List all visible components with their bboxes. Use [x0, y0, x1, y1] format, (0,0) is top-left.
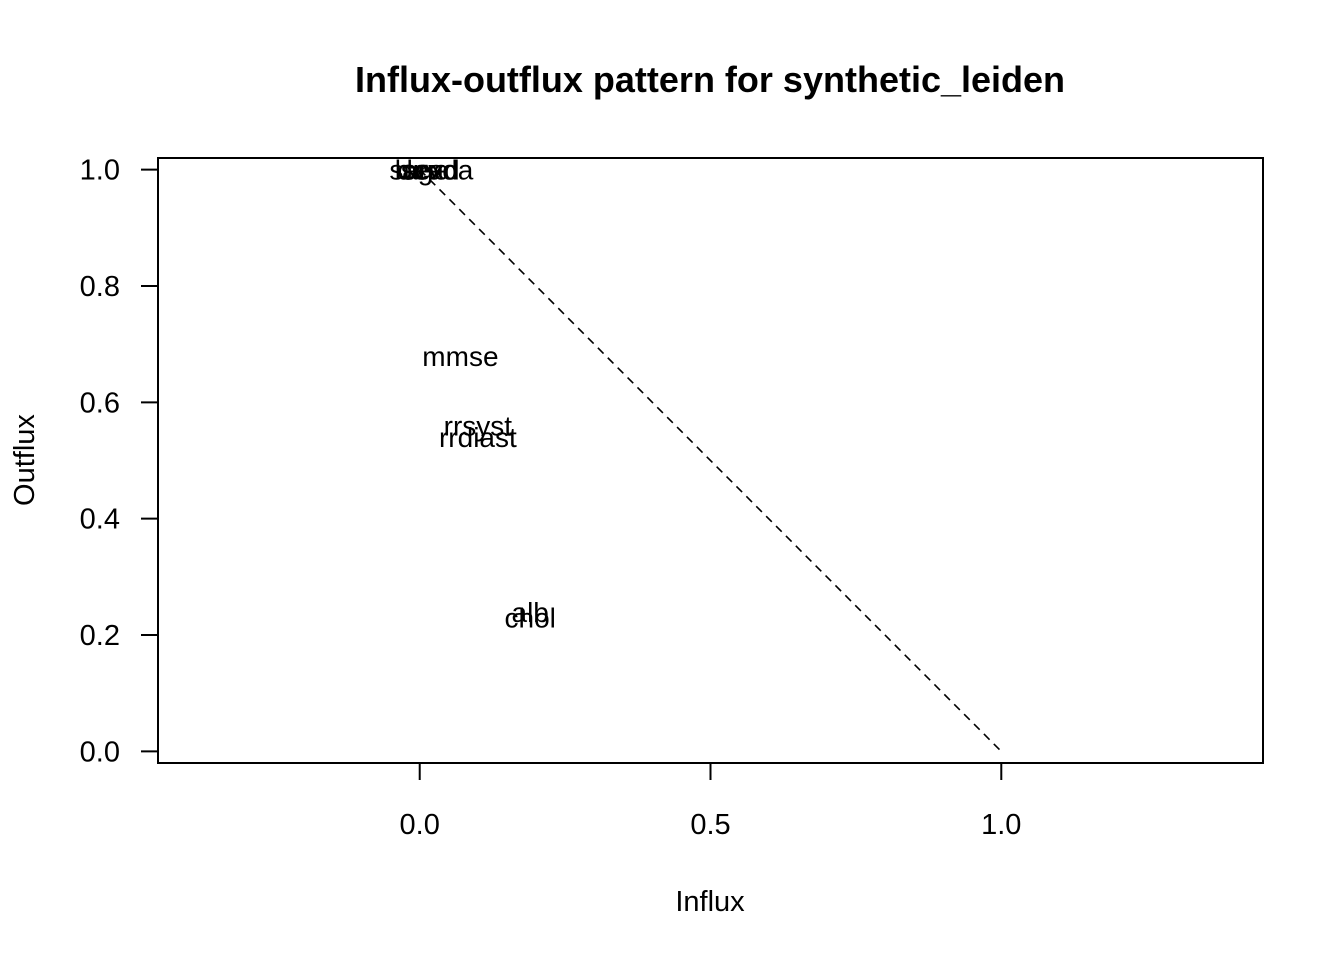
y-tick-label: 0.6	[80, 387, 120, 419]
reference-line-group	[419, 169, 1002, 752]
y-tick-label: 1.0	[80, 155, 120, 187]
point-label-chol: chol	[505, 603, 556, 634]
y-tick-label: 0.2	[80, 620, 120, 652]
x-tick-label: 0.0	[400, 809, 440, 841]
x-axis-label: Influx	[675, 886, 745, 918]
point-label-mmse: mmse	[422, 341, 498, 372]
point-label-rrsyst: rrsyst	[444, 411, 513, 442]
point-label-sex: sex	[401, 155, 445, 186]
diagonal-reference-line	[419, 169, 1002, 752]
x-axis: 0.0 0.5 1.0	[400, 762, 1021, 841]
y-axis-label: Outflux	[9, 414, 41, 506]
x-tick-label: 0.5	[690, 809, 730, 841]
point-label-lsex: lsex	[395, 155, 445, 186]
point-label-survda: survda	[389, 155, 473, 186]
chart-title: Influx-outflux pattern for synthetic_lei…	[355, 59, 1065, 100]
x-tick-label: 1.0	[981, 809, 1021, 841]
y-axis: 0.0 0.2 0.4 0.6 0.8 1.0	[80, 155, 159, 768]
point-label-dead: dead	[397, 155, 459, 186]
point-label-age: age	[402, 155, 449, 186]
y-tick-label: 0.4	[80, 504, 120, 536]
y-tick-label: 0.8	[80, 271, 120, 303]
point-label-alb: alb	[512, 597, 549, 628]
y-tick-label: 0.0	[80, 736, 120, 768]
point-label-rrdiast: rrdiast	[439, 422, 517, 453]
